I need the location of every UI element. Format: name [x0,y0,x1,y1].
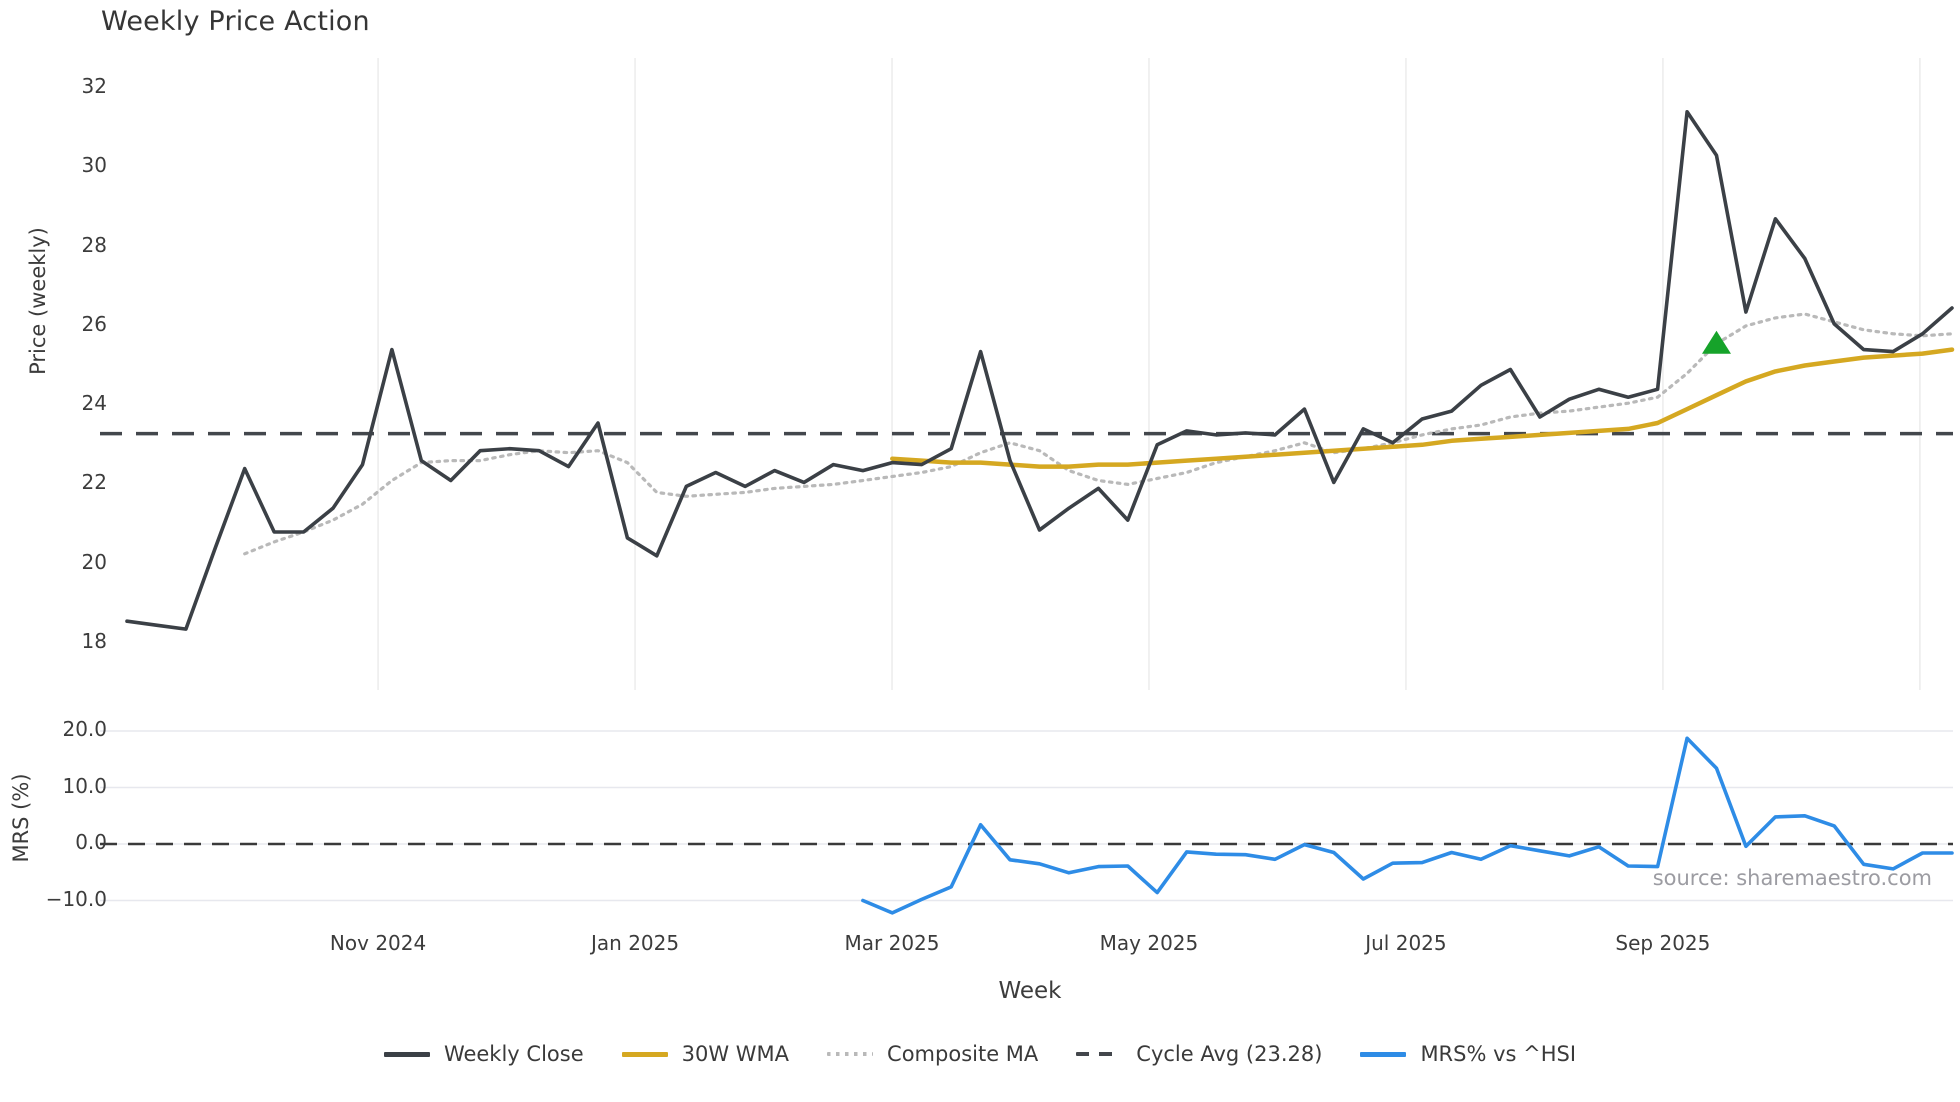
price-tick-label: 22 [81,470,107,495]
legend-label: Weekly Close [443,1042,584,1066]
legend-item: Cycle Avg (23.28) [1076,1042,1322,1066]
legend-item: MRS% vs ^HSI [1360,1042,1576,1066]
buy-signal-triangle-icon [1701,330,1731,354]
x-tick-label: Sep 2025 [1615,931,1711,955]
weekly-close-line [125,110,1954,631]
legend-label: 30W WMA [681,1042,790,1066]
price-tick-label: 26 [81,311,107,336]
legend: Weekly Close 30W WMA Composite MA Cycle Avg… [0,1034,1960,1074]
mrs-tick-label: −10.0 [45,886,107,911]
mrs-tick-label: 10.0 [62,773,107,798]
x-tick-label: Nov 2024 [329,931,427,955]
mrs-tick-label: 20.0 [62,717,107,741]
price-tick-label: 18 [81,629,107,653]
legend-swatch-dotted-icon [827,1052,874,1056]
legend-label: Cycle Avg (23.28) [1136,1042,1323,1066]
mrs-line [861,736,1954,915]
x-tick-label: May 2025 [1099,931,1199,955]
legend-item: 30W WMA [621,1042,790,1066]
legend-label: MRS% vs ^HSI [1420,1042,1577,1066]
legend-swatch-solid-icon [621,1051,668,1057]
x-axis-label: Week [998,978,1062,1004]
source-note: source: sharemaestro.com [1652,866,1932,890]
price-tick-label: 20 [81,549,107,574]
chart-title: Weekly Price Action [101,6,370,37]
legend-item: Composite MA [827,1042,1038,1066]
x-tick-label: Jan 2025 [591,931,680,955]
wma-30w-line [890,347,1955,469]
legend-swatch-solid-icon [1360,1051,1407,1057]
legend-swatch-solid-icon [383,1051,430,1057]
legend-item: Weekly Close [383,1042,584,1066]
legend-label: Composite MA [887,1042,1039,1066]
price-tick-label: 24 [81,391,107,416]
x-tick-label: Jul 2025 [1365,931,1447,955]
mrs-tick-label: 0.0 [75,830,107,854]
legend-swatch-dashed-icon [1076,1052,1123,1056]
price-tick-label: 28 [81,232,107,257]
x-tick-label: Mar 2025 [844,931,940,955]
mrs-axis-label: MRS (%) [9,773,33,863]
price-tick-label: 32 [81,73,107,98]
price-tick-label: 30 [81,153,107,178]
